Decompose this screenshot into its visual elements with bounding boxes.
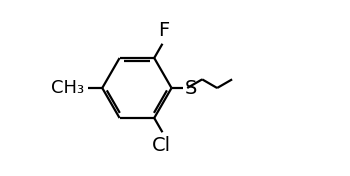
Text: CH₃: CH₃ [51,79,84,97]
Text: F: F [158,21,169,40]
Text: Cl: Cl [152,136,171,155]
Text: S: S [185,78,197,98]
